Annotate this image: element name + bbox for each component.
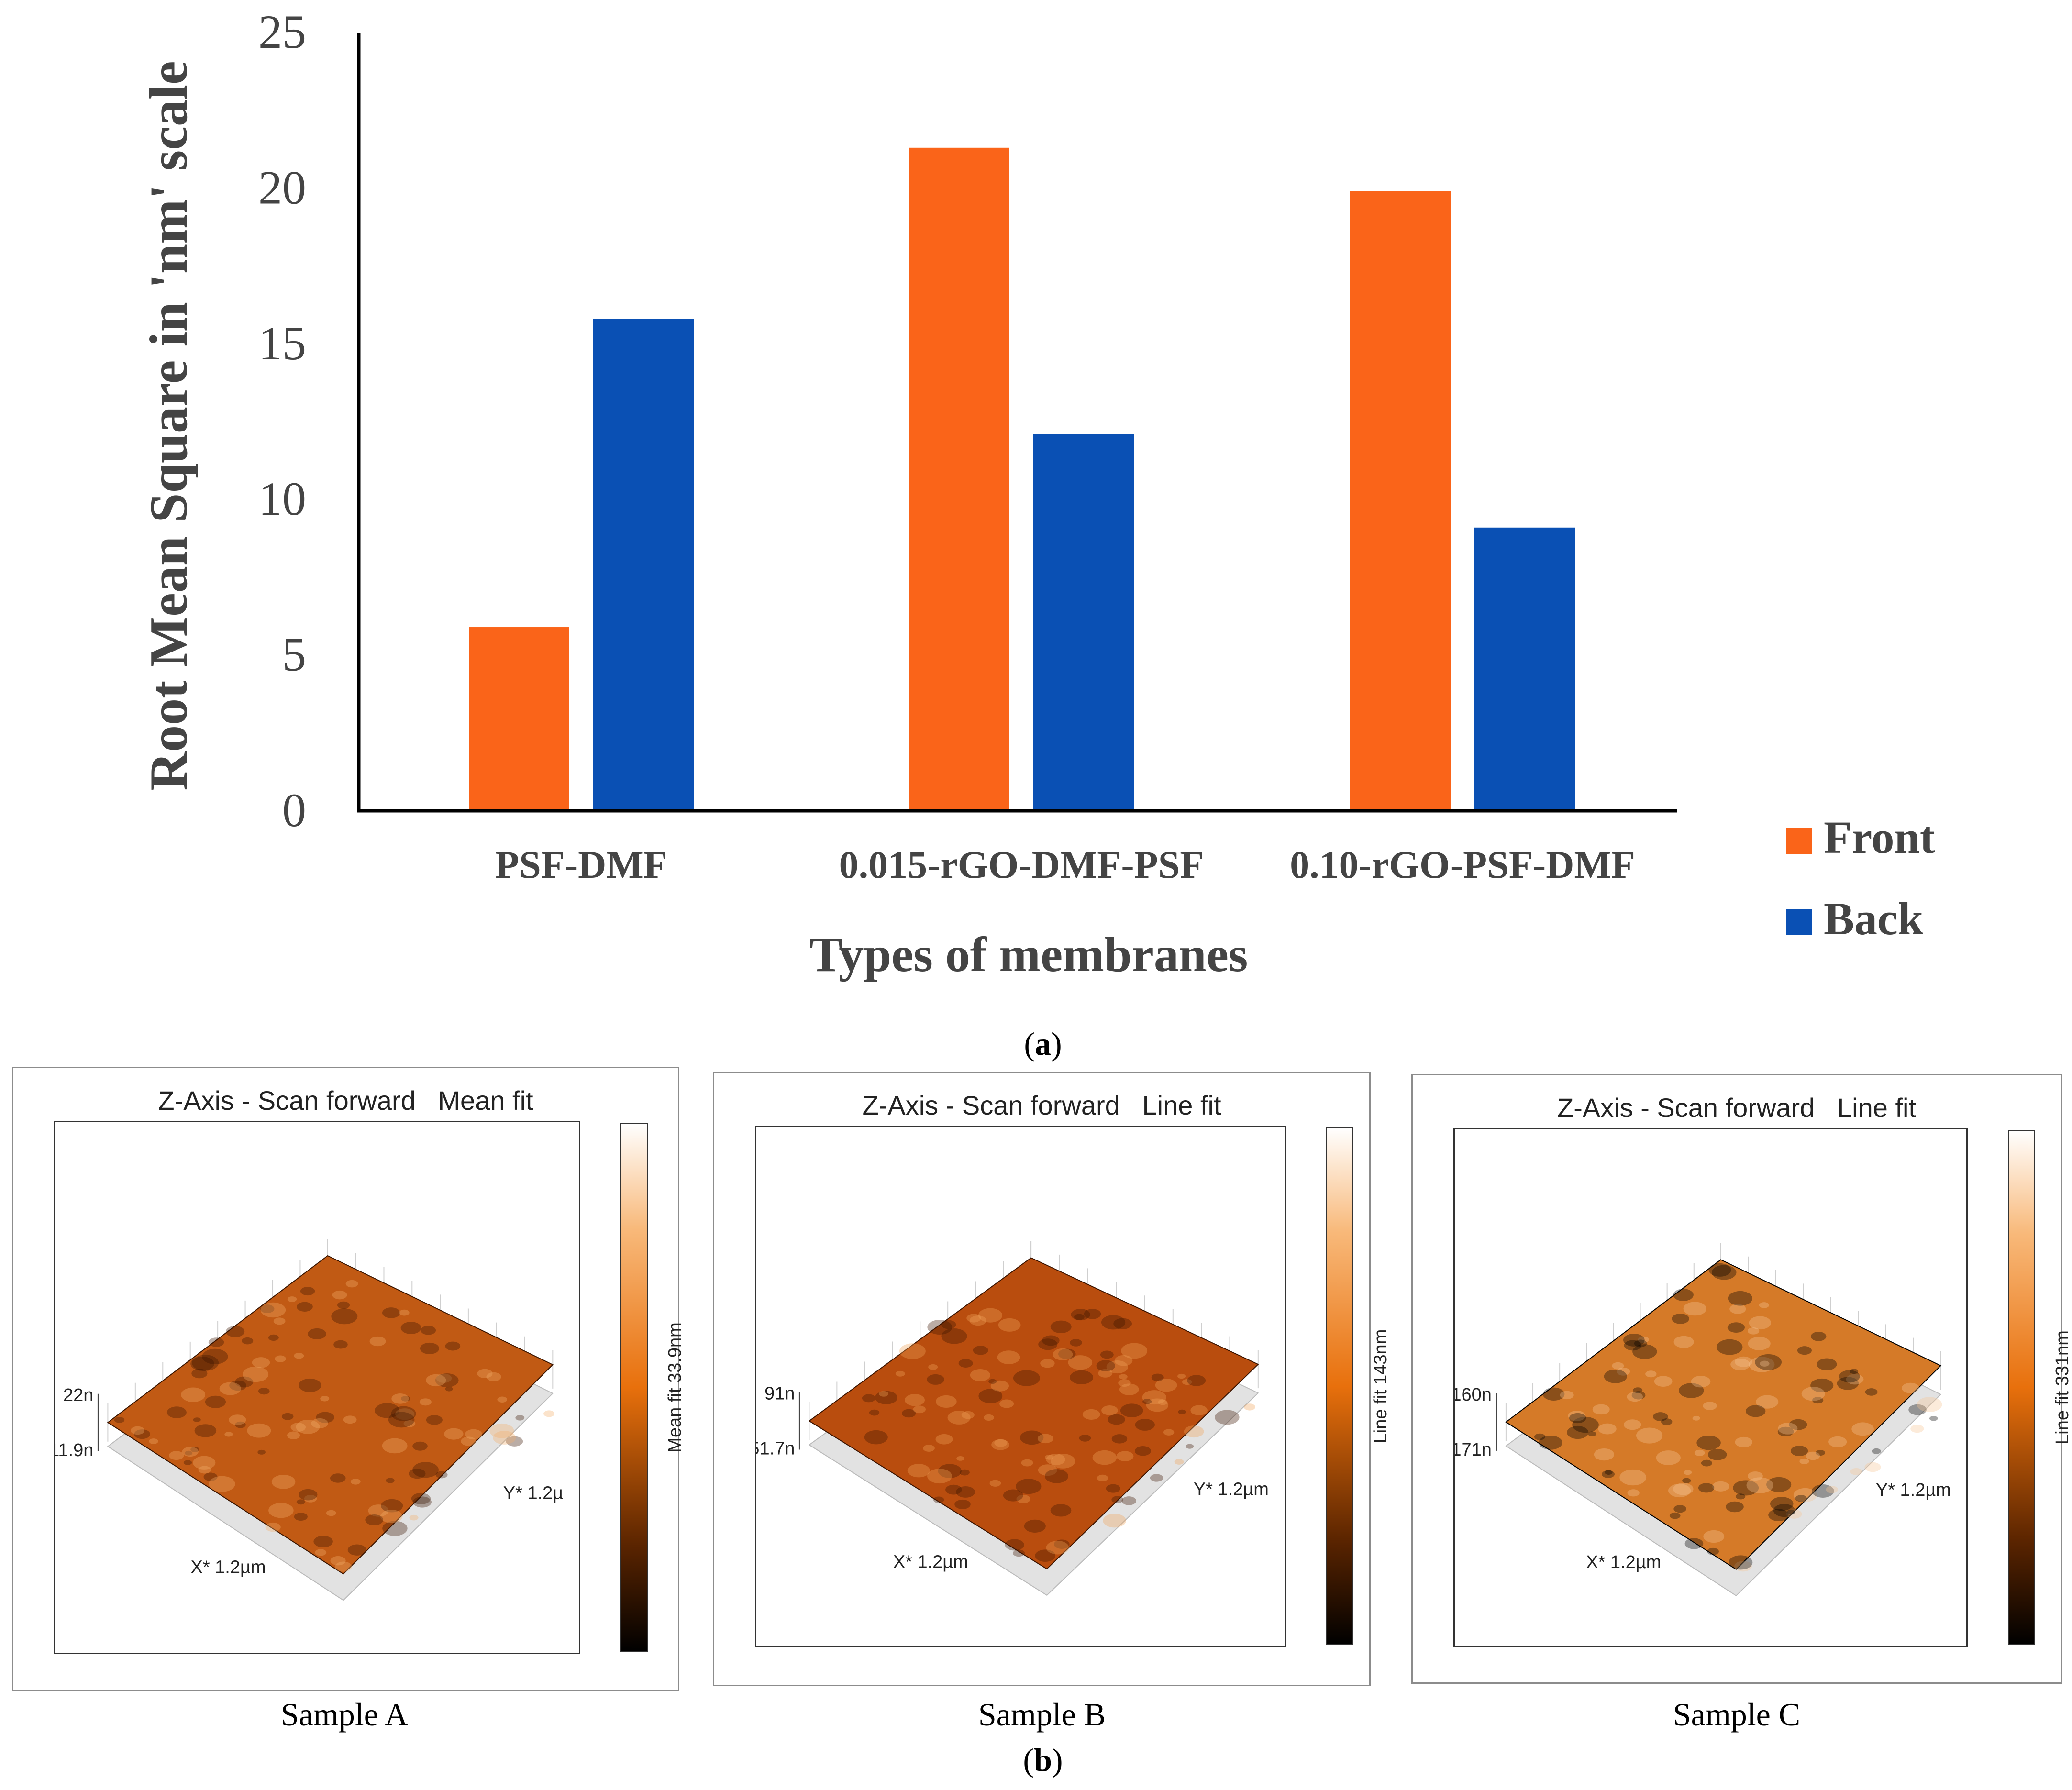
afm-z-top-label: 91n xyxy=(765,1384,795,1404)
x-category-label: 0.015-rGO-DMF-PSF xyxy=(839,843,1204,886)
afm-plot-frame: 160n -171n X* 1.2µm Y* 1.2µm xyxy=(1445,1128,1968,1647)
afm-surface-texture xyxy=(114,1280,555,1572)
afm-colorbar-gradient xyxy=(620,1123,648,1652)
afm-y-label: Y* 1.2µ xyxy=(503,1483,564,1503)
caption-b-close: ) xyxy=(1052,1742,1063,1778)
afm-panel-2: Z-Axis - Scan forward Line fit 91n -51.7n X… xyxy=(713,1072,1391,1686)
x-category-label: PSF-DMF xyxy=(495,843,667,886)
afm-colorbar-label: Mean fit 33.9nm xyxy=(665,1322,685,1452)
afm-y-label: Y* 1.2µm xyxy=(1194,1480,1269,1500)
y-axis-title: Root Mean Square in 'nm' scale xyxy=(139,61,199,791)
afm-surface xyxy=(1505,1259,1942,1570)
afm-z-top-label: 160n xyxy=(1455,1385,1492,1405)
x-category-labels: PSF-DMF 0.015-rGO-DMF-PSF 0.10-rGO-PSF-DMF xyxy=(495,843,1635,886)
legend-label-front: Front xyxy=(1824,812,1935,863)
rms-bar-chart: Root Mean Square in 'nm' scale 0 5 10 15 20 2… xyxy=(139,5,1935,1062)
legend-swatch-front xyxy=(1786,828,1812,854)
bar-back-2 xyxy=(1474,527,1575,811)
afm-panel-title: Z-Axis - Scan forward Mean fit xyxy=(158,1085,533,1116)
afm-colorbar: Line fit 331nm xyxy=(2008,1130,2072,1645)
bar-back-1 xyxy=(1033,434,1134,811)
y-tick-label: 25 xyxy=(258,5,306,58)
afm-surface-texture xyxy=(862,1308,1255,1562)
caption-a-open: ( xyxy=(1024,1026,1035,1062)
afm-x-label: X* 1.2µm xyxy=(893,1552,968,1572)
legend-swatch-back xyxy=(1786,909,1812,935)
caption-b-open: ( xyxy=(1023,1742,1034,1778)
afm-colorbar-gradient xyxy=(2008,1130,2035,1645)
sample-caption: Sample B xyxy=(978,1696,1106,1733)
afm-surface-plot: 22n -11.9n X* 1.2µm Y* 1.2µ xyxy=(43,1238,564,1601)
x-axis-title: Types of membranes xyxy=(809,927,1248,982)
afm-colorbar-label: Line fit 143nm xyxy=(1371,1329,1391,1444)
bar-front-1 xyxy=(909,147,1009,811)
afm-panel-1: Z-Axis - Scan forward Mean fit 22n -11.9n X… xyxy=(12,1067,685,1691)
caption-a-letter: a xyxy=(1035,1026,1051,1062)
afm-plot-frame: 22n -11.9n X* 1.2µm Y* 1.2µ xyxy=(43,1121,580,1654)
afm-surface-texture xyxy=(1534,1263,1942,1572)
afm-z-bottom-label: -51.7n xyxy=(756,1439,795,1459)
y-tick-label: 10 xyxy=(258,472,306,525)
afm-z-top-label: 22n xyxy=(63,1385,93,1405)
afm-colorbar-gradient xyxy=(1326,1127,1353,1645)
afm-plot-frame: 91n -51.7n X* 1.2µm Y* 1.2µm xyxy=(743,1126,1286,1647)
afm-surface-plot: 160n -171n X* 1.2µm Y* 1.2µm xyxy=(1445,1243,1951,1597)
y-tick-labels: 0 5 10 15 20 25 xyxy=(258,5,306,837)
caption-a: (a) xyxy=(1024,1026,1062,1062)
afm-z-bottom-label: -11.9n xyxy=(55,1440,93,1460)
y-tick-label: 5 xyxy=(282,628,306,681)
afm-surface xyxy=(107,1255,554,1575)
bars xyxy=(469,147,1575,811)
y-tick-label: 0 xyxy=(282,784,306,837)
afm-surface-plot: 91n -51.7n X* 1.2µm Y* 1.2µm xyxy=(743,1241,1269,1596)
afm-colorbar: Mean fit 33.9nm xyxy=(620,1123,685,1652)
bar-front-0 xyxy=(469,627,569,811)
y-tick-label: 15 xyxy=(258,317,306,370)
afm-x-label: X* 1.2µm xyxy=(1586,1552,1661,1572)
afm-panel-title: Z-Axis - Scan forward Line fit xyxy=(862,1090,1221,1120)
afm-z-bottom-label: -171n xyxy=(1455,1440,1492,1460)
caption-b: (b) xyxy=(995,1741,1091,1779)
caption-a-close: ) xyxy=(1051,1026,1062,1062)
afm-x-label: X* 1.2µm xyxy=(190,1558,266,1578)
bar-back-0 xyxy=(593,319,694,811)
afm-colorbar: Line fit 143nm xyxy=(1326,1127,1391,1645)
afm-surface xyxy=(808,1257,1259,1570)
afm-panel-title: Z-Axis - Scan forward Line fit xyxy=(1557,1093,1916,1123)
legend-label-back: Back xyxy=(1824,893,1924,944)
afm-colorbar-label: Line fit 331nm xyxy=(2052,1330,2072,1445)
caption-b-letter: b xyxy=(1034,1742,1052,1778)
legend: Front Back xyxy=(1786,812,1935,944)
afm-y-label: Y* 1.2µm xyxy=(1876,1480,1951,1500)
sample-caption: Sample C xyxy=(1673,1696,1801,1733)
x-category-label: 0.10-rGO-PSF-DMF xyxy=(1290,843,1635,886)
bar-front-2 xyxy=(1350,191,1451,811)
y-tick-label: 20 xyxy=(258,161,306,214)
sample-caption: Sample A xyxy=(280,1696,409,1733)
afm-panel-3: Z-Axis - Scan forward Line fit 160n -171n X… xyxy=(1411,1074,2072,1684)
